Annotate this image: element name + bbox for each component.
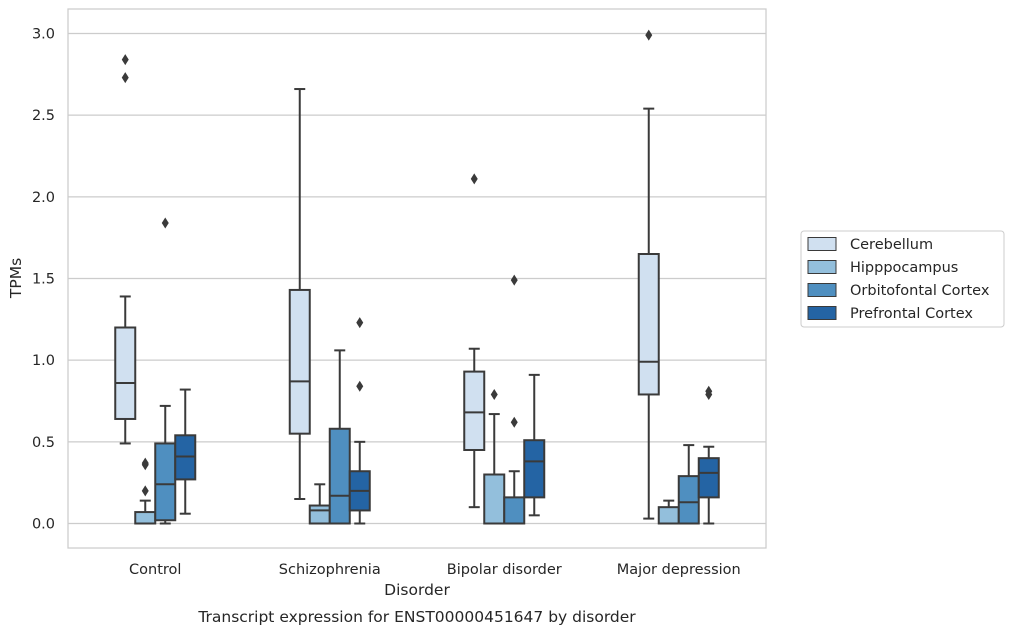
outlier-point bbox=[705, 385, 713, 397]
figure-caption: Transcript expression for ENST0000045164… bbox=[197, 608, 636, 626]
box-iqr bbox=[114, 326, 137, 420]
legend-label: Prefrontal Cortex bbox=[850, 306, 973, 322]
legend-frame bbox=[800, 230, 1005, 328]
outlier-point bbox=[645, 29, 653, 41]
box-plot bbox=[677, 444, 700, 525]
outlier-point bbox=[490, 388, 498, 400]
box-iqr bbox=[308, 504, 331, 525]
x-tick-label: Major depression bbox=[617, 562, 741, 578]
box-plot bbox=[483, 388, 506, 525]
box-iqr bbox=[134, 511, 157, 525]
box-iqr bbox=[637, 253, 660, 396]
y-tick-label: 2.0 bbox=[32, 190, 55, 206]
legend-swatch bbox=[807, 260, 837, 274]
outlier-point bbox=[356, 317, 364, 329]
outlier-point bbox=[510, 274, 518, 286]
outlier-point bbox=[141, 457, 149, 469]
box-plot bbox=[308, 483, 331, 525]
box-plot bbox=[637, 29, 660, 520]
box-iqr bbox=[463, 370, 486, 452]
legend-swatch bbox=[807, 283, 837, 297]
box-groups bbox=[114, 29, 720, 525]
box-plot bbox=[328, 349, 351, 525]
x-tick-label: Schizophrenia bbox=[279, 562, 381, 578]
box-iqr bbox=[657, 506, 680, 525]
box-plot bbox=[463, 173, 486, 509]
box-iqr bbox=[677, 475, 700, 525]
box-iqr bbox=[483, 473, 506, 525]
y-tick-label: 1.5 bbox=[32, 272, 55, 288]
x-tick-label: Control bbox=[129, 562, 181, 578]
box-plot bbox=[288, 88, 311, 500]
y-tick-labels: 0.0 0.5 1.0 1.5 2.0 2.5 3.0 bbox=[32, 27, 55, 533]
legend-label: Cerebellum bbox=[850, 237, 933, 253]
box-plot bbox=[134, 457, 157, 525]
box-plot bbox=[174, 388, 197, 515]
box-plot bbox=[114, 54, 137, 445]
box-iqr bbox=[503, 496, 526, 525]
category-group bbox=[114, 54, 197, 525]
category-group bbox=[288, 88, 371, 525]
x-tick-label: Bipolar disorder bbox=[447, 562, 562, 578]
box-plot bbox=[523, 373, 546, 517]
outlier-point bbox=[161, 217, 169, 229]
outlier-point bbox=[356, 380, 364, 392]
box-iqr bbox=[697, 457, 720, 499]
legend-swatch bbox=[807, 237, 837, 251]
outlier-point bbox=[121, 54, 129, 66]
x-tick-labels: Control Schizophrenia Bipolar disorder Majo… bbox=[129, 562, 741, 578]
legend-swatch bbox=[807, 306, 837, 320]
y-tick-label: 0.5 bbox=[32, 435, 55, 451]
y-tick-label: 0.0 bbox=[32, 517, 55, 533]
outlier-point bbox=[510, 416, 518, 428]
box-plot bbox=[503, 274, 526, 525]
legend-label: Hipppocampus bbox=[850, 260, 958, 276]
box-plot bbox=[154, 217, 177, 525]
x-axis-title: Disorder bbox=[384, 581, 450, 599]
category-group bbox=[463, 173, 546, 525]
plot-area-frame bbox=[67, 8, 767, 549]
y-axis-title: TPMs bbox=[7, 258, 25, 299]
legend: Cerebellum Hipppocampus Orbitofontal Corte… bbox=[800, 230, 1005, 328]
y-tick-label: 3.0 bbox=[32, 27, 55, 43]
outlier-point bbox=[121, 72, 129, 84]
box-iqr bbox=[154, 442, 177, 522]
box-iqr bbox=[523, 439, 546, 499]
outlier-point bbox=[470, 173, 478, 185]
y-tick-label: 2.5 bbox=[32, 108, 55, 124]
legend-label: Orbitofontal Cortex bbox=[850, 283, 990, 299]
outlier-point bbox=[141, 485, 149, 497]
y-tick-label: 1.0 bbox=[32, 353, 55, 369]
box-plot bbox=[657, 499, 680, 525]
box-plot bbox=[348, 317, 371, 525]
box-iqr bbox=[288, 288, 311, 435]
category-group bbox=[637, 29, 720, 525]
box-iqr bbox=[328, 427, 351, 525]
box-plot bbox=[697, 385, 720, 525]
